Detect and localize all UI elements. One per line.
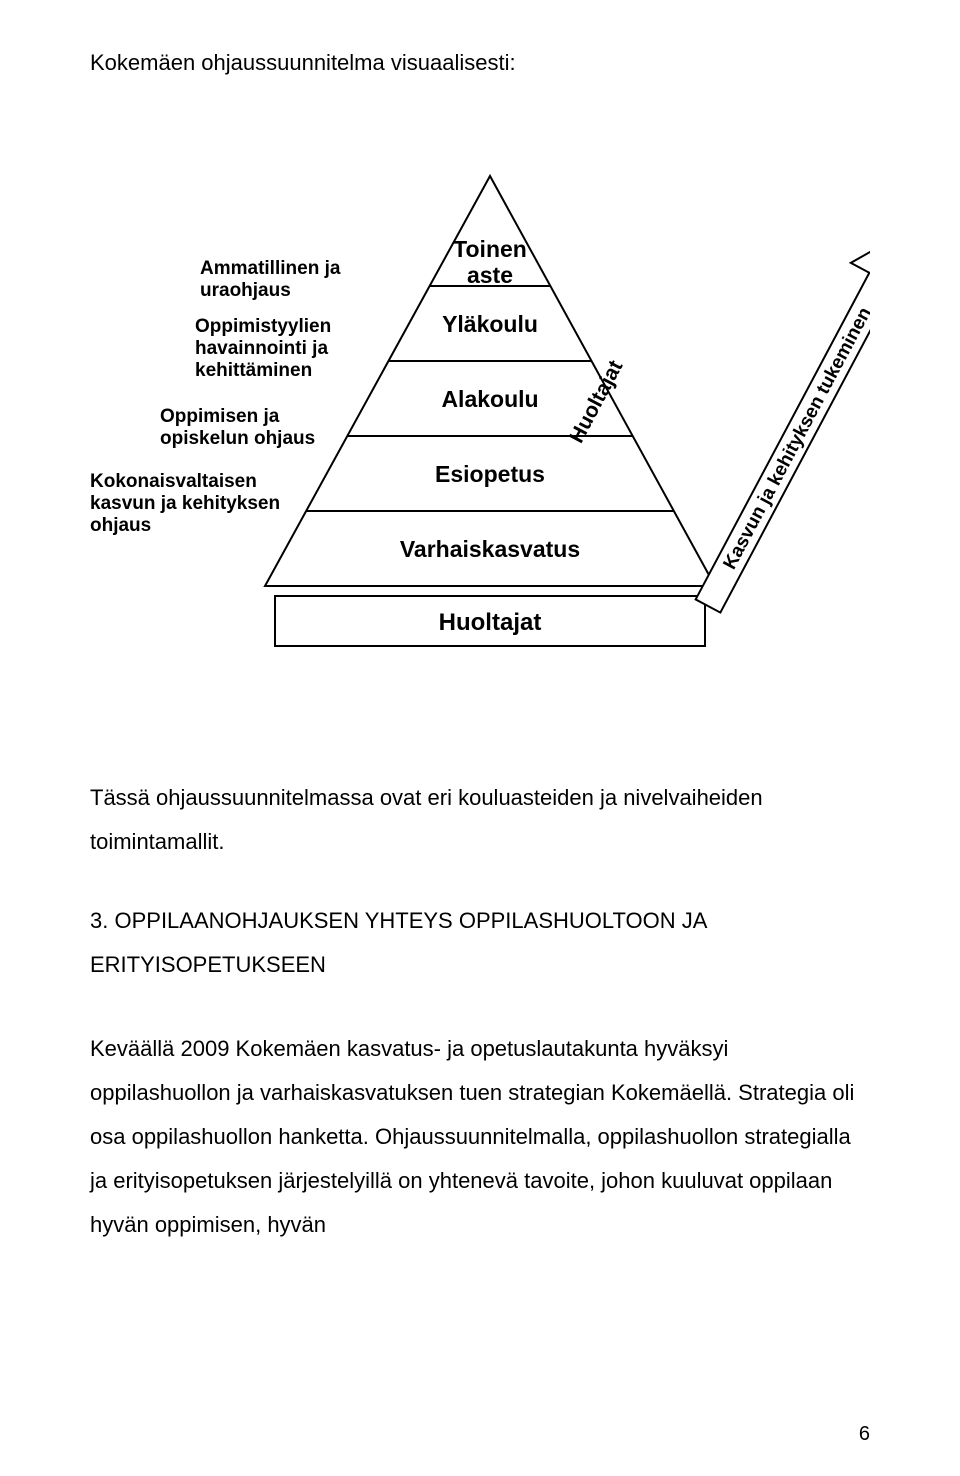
side-label-kokonaisvaltaisen: Kokonaisvaltaisenkasvun ja kehityksenohj… bbox=[90, 471, 280, 537]
page-title: Kokemäen ohjaussuunnitelma visuaalisesti… bbox=[90, 50, 870, 76]
arrow-label: Kasvun ja kehityksen tukeminen bbox=[719, 304, 870, 573]
pyramid-level-ylakoulu: Yläkoulu bbox=[440, 311, 540, 337]
pyramid-level-toinen-aste: Toinenaste bbox=[450, 236, 530, 289]
page-number: 6 bbox=[859, 1423, 870, 1446]
pyramid-level-alakoulu: Alakoulu bbox=[435, 386, 545, 412]
paragraph-intro: Tässä ohjaussuunnitelmassa ovat eri koul… bbox=[90, 776, 870, 864]
pyramid-level-esiopetus: Esiopetus bbox=[430, 461, 550, 487]
pyramid-level-varhaiskasvatus: Varhaiskasvatus bbox=[390, 536, 590, 562]
paragraph-body: Keväällä 2009 Kokemäen kasvatus- ja opet… bbox=[90, 1027, 870, 1247]
side-label-oppimistyylien: Oppimistyylienhavainnointi jakehittämine… bbox=[195, 316, 331, 382]
side-label-oppimisen: Oppimisen jaopiskelun ohjaus bbox=[160, 406, 315, 450]
pyramid-diagram: Kasvun ja kehityksen tukeminen Toinenast… bbox=[90, 116, 870, 716]
section-heading: 3. OPPILAANOHJAUKSEN YHTEYS OPPILASHUOLT… bbox=[90, 899, 870, 987]
base-box-label: Huoltajat bbox=[275, 609, 705, 637]
side-label-ammatillinen: Ammatillinen jauraohjaus bbox=[200, 258, 340, 302]
